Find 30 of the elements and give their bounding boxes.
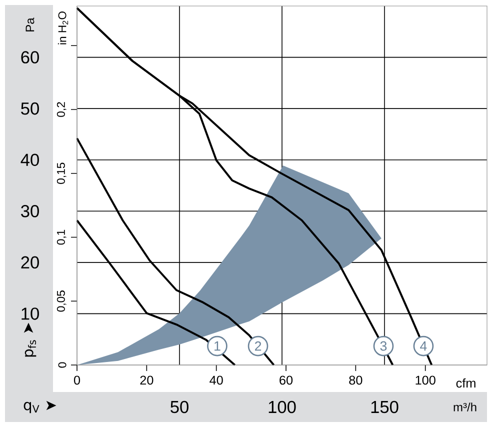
y2-tick-label: 0,1: [56, 230, 66, 245]
y2-tick-label: 0,15: [56, 162, 66, 184]
text: Pa: [26, 18, 34, 32]
y2-tick-label: 0,2: [56, 102, 66, 117]
x2-tick-label: 100: [416, 376, 436, 385]
annotation: 2: [254, 341, 262, 351]
y-tick-label: 40: [20, 154, 39, 166]
x-tick-label: 50: [170, 400, 188, 414]
y2-tick-label: 0: [58, 362, 66, 368]
x2-tick-label: 0: [74, 376, 80, 385]
x2-tick-label: 60: [280, 376, 293, 385]
y-tick-label: 60: [21, 51, 39, 64]
y-tick-label: 30: [21, 205, 39, 218]
y2-tick-label: 0,05: [56, 290, 66, 312]
y-tick-label: 50: [21, 102, 39, 115]
annotation: 1: [214, 341, 220, 351]
x2-tick-label: 40: [210, 376, 223, 385]
x2-axis-title: cfm: [456, 378, 476, 388]
y-tick-label: 10: [22, 308, 39, 320]
annotation: 3: [380, 341, 387, 351]
x-tick-label: 150: [371, 400, 398, 414]
y-tick-label: 20: [21, 256, 39, 269]
text: m³/h: [454, 402, 476, 412]
y-axis-title: p$_{fs}$ ➤: [24, 322, 36, 357]
x-tick-label: 100: [268, 400, 296, 414]
x2-tick-label: 20: [140, 376, 154, 385]
annotation: 4: [420, 341, 427, 351]
x-axis-title: q$_{V}$ ➤: [24, 400, 56, 414]
x2-tick-label: 80: [349, 376, 362, 385]
y2-axis-title: in H$_{2}$O: [58, 12, 68, 44]
